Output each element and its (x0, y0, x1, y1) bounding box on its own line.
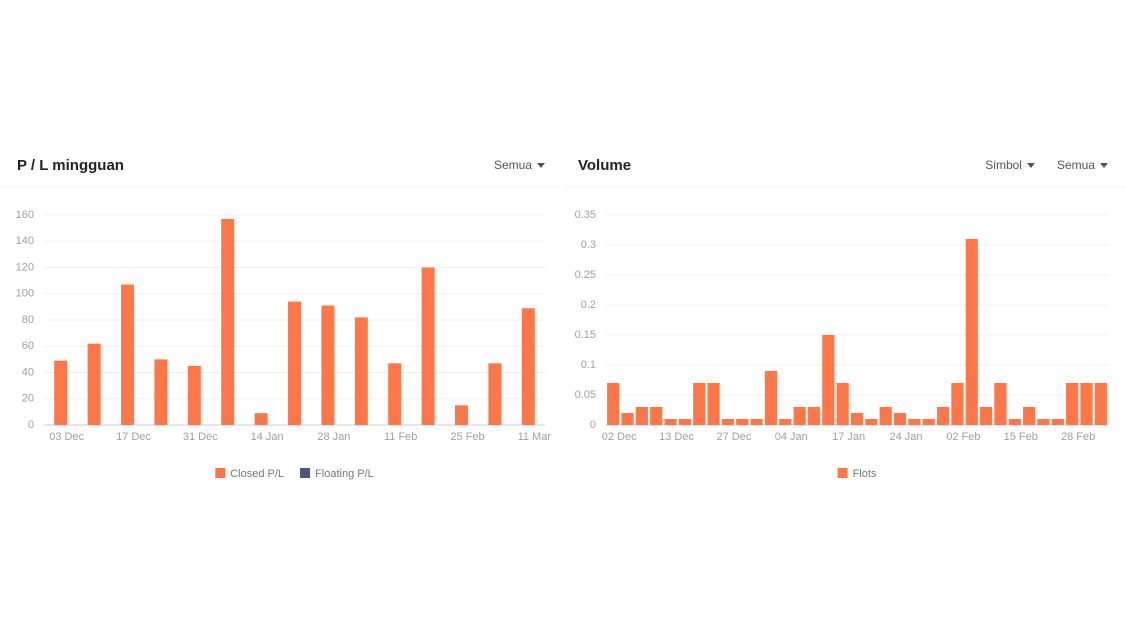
legend-swatch (215, 468, 226, 478)
y-tick-label: 160 (16, 209, 34, 221)
bar (693, 383, 706, 425)
bar (154, 359, 168, 425)
x-tick-label: 11 Mar (518, 431, 552, 443)
bar (288, 301, 301, 425)
bar (994, 383, 1007, 425)
bar (254, 413, 268, 425)
y-tick-label: 0.1 (581, 359, 596, 371)
y-tick-label: 0.15 (575, 329, 596, 341)
bar (965, 239, 978, 425)
x-tick-label: 28 Jan (317, 431, 350, 443)
bar (951, 383, 964, 425)
bar (779, 419, 792, 425)
bar (621, 413, 634, 425)
bar (87, 343, 101, 425)
bar (908, 419, 921, 425)
y-tick-label: 120 (16, 261, 34, 273)
bar (54, 360, 68, 425)
legend-label[interactable]: Closed P/L (230, 468, 284, 480)
bar (354, 317, 368, 425)
x-tick-label: 15 Feb (1004, 431, 1038, 443)
x-tick-label: 17 Jan (832, 431, 865, 443)
bar (1023, 407, 1036, 425)
bar (936, 407, 950, 425)
dropdown[interactable]: Semua (1057, 158, 1095, 172)
bar (421, 267, 435, 425)
x-tick-label: 11 Feb (384, 431, 417, 443)
bar (321, 305, 335, 425)
bar (979, 407, 993, 425)
y-tick-label: 40 (22, 366, 34, 378)
bar (879, 407, 892, 425)
y-tick-label: 100 (16, 288, 34, 300)
x-tick-label: 27 Dec (716, 431, 751, 443)
x-tick-label: 31 Dec (183, 431, 218, 443)
x-tick-label: 14 Jan (251, 431, 284, 443)
x-tick-label: 04 Jan (775, 431, 808, 443)
y-tick-label: 0.05 (575, 389, 596, 401)
x-tick-label: 02 Feb (946, 431, 980, 443)
legend-swatch (300, 468, 311, 478)
bar (388, 363, 402, 425)
y-tick-label: 0 (590, 419, 596, 431)
y-tick-label: 140 (16, 235, 34, 247)
y-tick-label: 0.25 (575, 269, 596, 281)
bar (121, 284, 134, 425)
x-tick-label: 24 Jan (890, 431, 923, 443)
bar (1066, 383, 1079, 425)
panel-title: P / L mingguan (17, 157, 124, 174)
dropdown[interactable]: Semua (494, 158, 532, 172)
bar (1008, 419, 1021, 425)
y-tick-label: 60 (22, 340, 34, 352)
bar (488, 363, 502, 425)
dropdown-arrow (1026, 163, 1035, 168)
y-tick-label: 0.35 (575, 209, 596, 221)
bar (865, 419, 878, 425)
x-tick-label: 17 Dec (116, 431, 151, 443)
bar (922, 419, 935, 425)
x-tick-label: 25 Feb (450, 431, 484, 443)
bar (221, 218, 235, 425)
bar (521, 308, 535, 425)
dropdown-arrow (537, 163, 545, 168)
x-tick-label: 28 Feb (1061, 431, 1095, 443)
y-tick-label: 0.2 (581, 299, 596, 311)
bar (850, 413, 864, 425)
y-tick-label: 20 (22, 393, 34, 405)
bar (1094, 383, 1107, 425)
bar (807, 407, 821, 425)
y-tick-label: 0.3 (581, 239, 596, 251)
x-tick-label: 02 Dec (602, 431, 637, 443)
dropdown[interactable]: Simbol (985, 158, 1022, 172)
bar (635, 407, 648, 425)
legend-label[interactable]: Flots (853, 468, 877, 480)
bar (822, 335, 835, 425)
bar (607, 383, 620, 425)
bar (793, 407, 806, 425)
bar (455, 405, 468, 425)
bar (1080, 383, 1093, 425)
bar (187, 365, 201, 425)
bar (650, 407, 663, 425)
y-tick-label: 80 (22, 314, 34, 326)
bar (1051, 419, 1064, 425)
bar (678, 419, 691, 425)
y-tick-label: 0 (28, 419, 34, 431)
x-tick-label: 03 Dec (49, 431, 84, 443)
bar (750, 419, 763, 425)
bar (836, 383, 849, 425)
bar (721, 419, 735, 425)
bar (664, 419, 677, 425)
dropdown-arrow (1100, 163, 1108, 168)
legend-label[interactable]: Floating P/L (315, 468, 374, 480)
bar (893, 413, 907, 425)
legend-swatch (837, 468, 848, 478)
bar (707, 383, 720, 425)
bar (736, 419, 749, 425)
x-tick-label: 13 Dec (659, 431, 694, 443)
bar (1037, 419, 1050, 425)
panel-title: Volume (578, 157, 631, 174)
bar (764, 371, 778, 425)
